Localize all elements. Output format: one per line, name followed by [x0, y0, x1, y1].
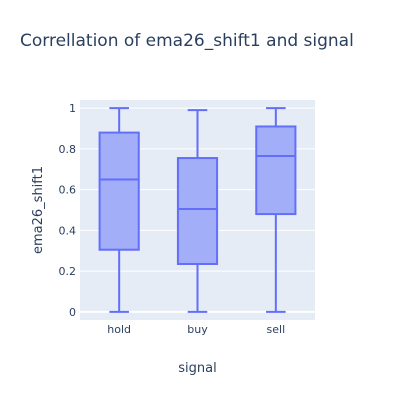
y-tick-label: 0.4 — [59, 224, 77, 237]
box-series — [98, 107, 297, 313]
y-tick-label: 1 — [69, 102, 76, 115]
iqr-box — [255, 125, 297, 216]
y-tick-label: 0.8 — [59, 143, 77, 156]
y-tick-label: 0.2 — [59, 265, 77, 278]
chart-title: Correllation of ema26_shift1 and signal — [20, 31, 354, 51]
box-hold — [98, 107, 140, 313]
box-buy — [176, 109, 219, 313]
y-axis-label: ema26_shift1 — [31, 166, 46, 254]
x-tick-label: sell — [267, 323, 286, 336]
y-tick-label: 0 — [69, 306, 76, 319]
x-tick-label: buy — [187, 323, 208, 336]
x-tick-label: hold — [107, 323, 131, 336]
iqr-box — [98, 131, 140, 251]
y-tick-label: 0.6 — [59, 184, 77, 197]
iqr-box — [176, 157, 219, 265]
box-sell — [255, 107, 297, 313]
x-tick-labels: hold buy sell — [107, 323, 285, 336]
y-tick-labels: 0 0.2 0.4 0.6 0.8 1 — [59, 102, 77, 319]
x-axis-label: signal — [178, 361, 216, 376]
